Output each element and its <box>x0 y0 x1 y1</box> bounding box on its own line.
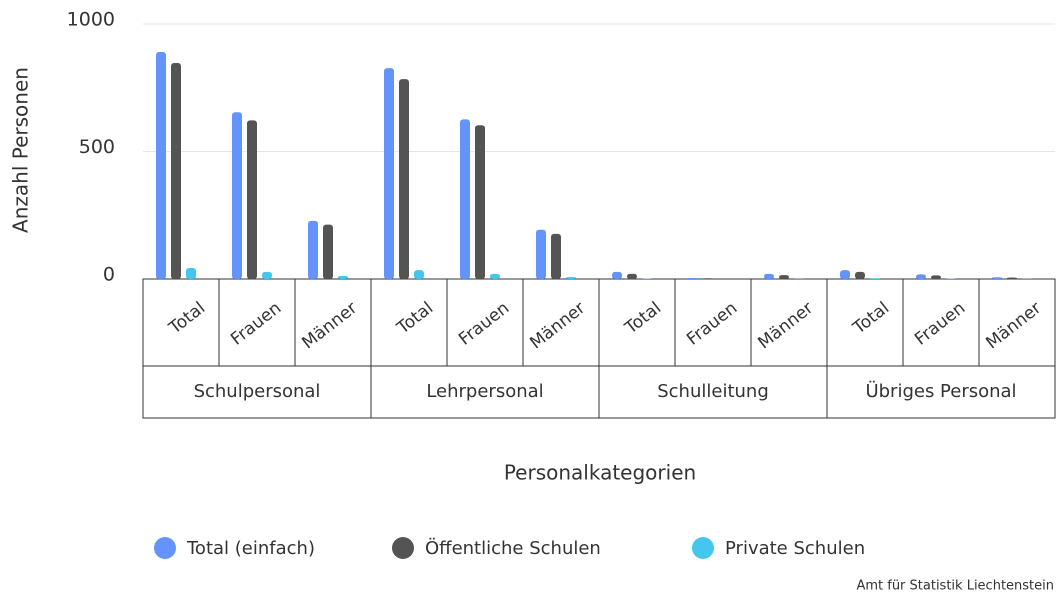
bar <box>946 278 956 279</box>
bar <box>475 125 485 279</box>
group-label: Übriges Personal <box>865 380 1016 402</box>
bar <box>232 112 242 279</box>
x-tick-label: Total <box>393 298 437 339</box>
bar <box>688 277 698 279</box>
x-tick-label: Männer <box>298 298 361 353</box>
legend-label: Private Schulen <box>725 538 865 559</box>
bar <box>186 268 196 279</box>
bar <box>612 271 622 279</box>
bar <box>338 275 348 279</box>
bar <box>262 271 272 279</box>
bar <box>308 220 318 279</box>
group-cell <box>826 365 1056 419</box>
bar <box>460 119 470 280</box>
x-tick-label: Frauen <box>911 298 969 349</box>
bar <box>992 277 1002 279</box>
x-tick-label: Männer <box>982 298 1045 353</box>
bar <box>764 273 774 279</box>
bar <box>323 224 333 279</box>
bar <box>703 278 713 279</box>
x-tick-label: Frauen <box>227 298 285 349</box>
bar <box>855 271 865 279</box>
x-tick-label: Männer <box>526 298 589 353</box>
bar <box>399 79 409 279</box>
x-tick-label: Total <box>849 298 893 339</box>
bar <box>870 278 880 279</box>
x-tick-label: Frauen <box>683 298 741 349</box>
credit: Amt für Statistik Liechtenstein <box>856 579 1054 594</box>
bar <box>779 275 789 279</box>
bar <box>551 233 561 279</box>
bar <box>916 274 926 279</box>
y-tick-label: 500 <box>79 136 115 158</box>
bar <box>490 273 500 279</box>
y-tick-label: 1000 <box>67 9 115 31</box>
bar <box>171 63 181 279</box>
group-label: Schulpersonal <box>194 381 321 402</box>
bar <box>156 52 166 279</box>
bar <box>414 270 424 279</box>
legend-marker <box>692 537 714 559</box>
bar <box>931 275 941 279</box>
legend-label: Total (einfach) <box>186 538 315 559</box>
y-tick-label: 0 <box>103 264 115 286</box>
group-label: Schulleitung <box>657 381 769 402</box>
bar <box>840 270 850 279</box>
bar <box>627 273 637 279</box>
group-label: Lehrpersonal <box>426 381 543 402</box>
bar <box>247 120 257 279</box>
bar <box>536 229 546 279</box>
legend-marker <box>392 537 414 559</box>
x-tick-label: Total <box>621 298 665 339</box>
bar <box>566 276 576 279</box>
legend-marker <box>154 537 176 559</box>
bar <box>1007 277 1017 279</box>
bar <box>384 68 394 280</box>
x-axis-title: Personalkategorien <box>504 461 696 485</box>
x-tick-label: Männer <box>754 298 817 353</box>
legend-label: Öffentliche Schulen <box>425 537 601 559</box>
x-tick-label: Total <box>165 298 209 339</box>
x-tick-label: Frauen <box>455 298 513 349</box>
bar <box>642 278 652 279</box>
y-axis-title: Anzahl Personen <box>9 67 33 233</box>
